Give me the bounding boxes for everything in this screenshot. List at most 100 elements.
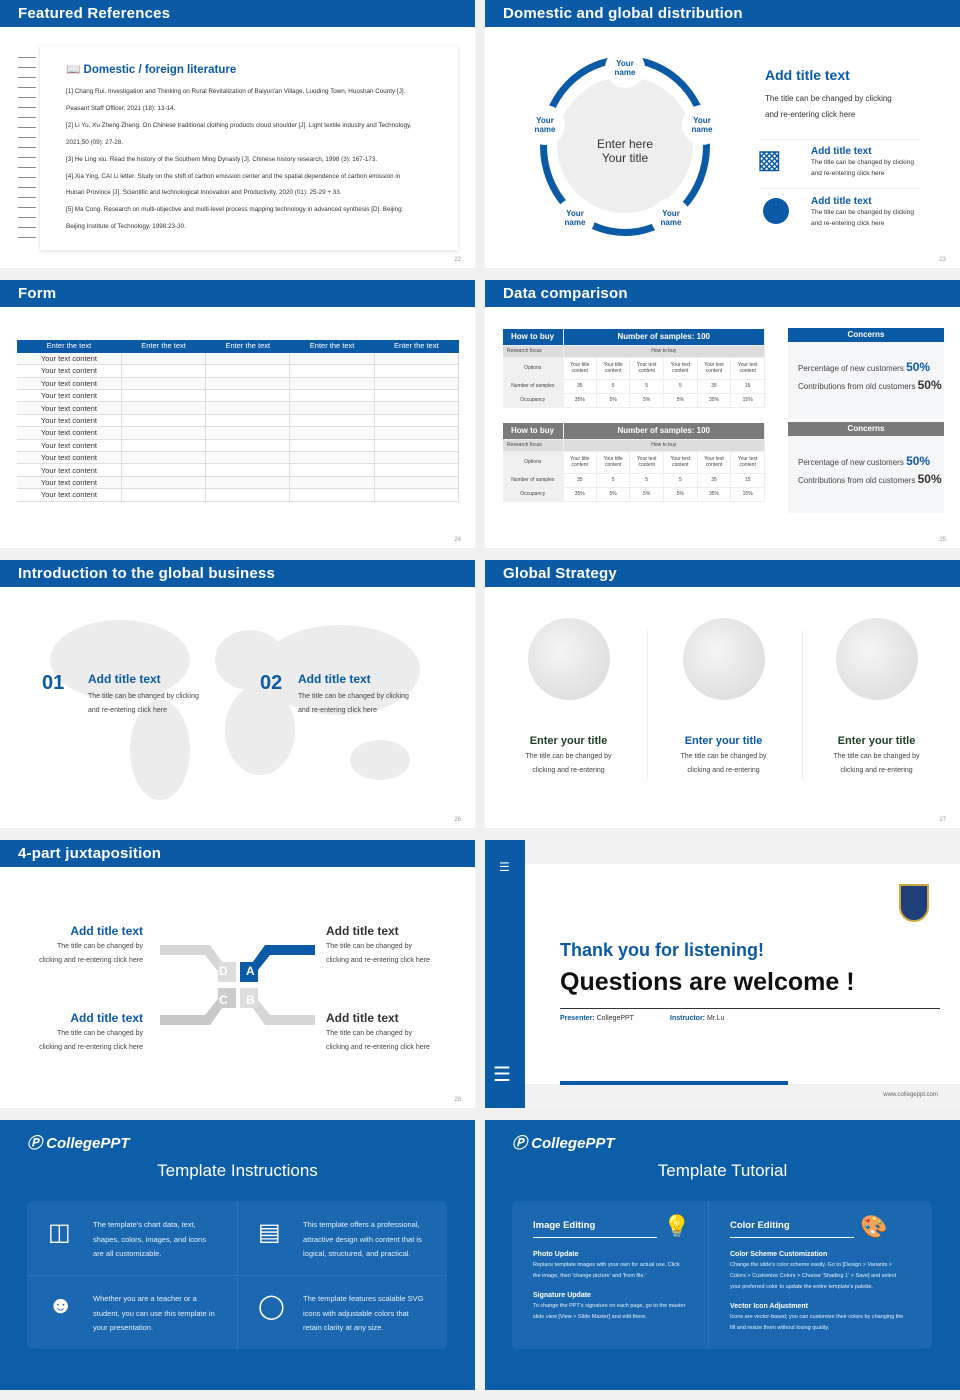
- table-cell[interactable]: [289, 439, 375, 453]
- table-cell[interactable]: [289, 389, 375, 403]
- table-cell[interactable]: [205, 439, 291, 453]
- table-cell: 15: [730, 473, 765, 488]
- table-cell[interactable]: [374, 463, 460, 477]
- table-cell[interactable]: Your text content: [17, 439, 122, 453]
- table-cell[interactable]: [374, 352, 460, 366]
- reference-line: [3] He Ling xiu. Read the history of the…: [66, 155, 378, 163]
- table-cell[interactable]: [121, 377, 207, 391]
- table-cell[interactable]: [374, 377, 460, 391]
- row-label: Options: [503, 451, 564, 474]
- letter-a: A: [246, 964, 255, 978]
- slide-template-tutorial[interactable]: Ⓟ CollegePPT Template Tutorial Image Edi…: [485, 1120, 960, 1390]
- table-cell[interactable]: [374, 364, 460, 378]
- table-cell[interactable]: [121, 364, 207, 378]
- table-cell: 5%: [663, 487, 698, 502]
- table-cell[interactable]: [374, 476, 460, 490]
- table-cell[interactable]: [374, 401, 460, 415]
- table-cell[interactable]: Your text content: [17, 463, 122, 477]
- table-cell[interactable]: [205, 414, 291, 428]
- table-cell[interactable]: [121, 352, 207, 366]
- menu-icon[interactable]: ☰: [499, 860, 510, 874]
- table-cell[interactable]: [205, 401, 291, 415]
- item-title: Add title text: [298, 672, 371, 686]
- slide-thank-you[interactable]: ☰ ☰ Thank you for listening! Questions a…: [485, 840, 960, 1108]
- table-cell[interactable]: [289, 488, 375, 502]
- concerns-panel: Concerns Percentage of new customers 50% C…: [788, 422, 944, 513]
- slide-global-strategy[interactable]: Global Strategy 27 Enter your title The t…: [485, 560, 960, 828]
- slide-data-comparison[interactable]: Data comparison How to buy Number of samp…: [485, 280, 960, 548]
- table-cell[interactable]: [205, 377, 291, 391]
- table-cell[interactable]: [374, 426, 460, 440]
- table-cell[interactable]: Your text content: [17, 451, 122, 465]
- concern-label: Contributions from old customers: [798, 476, 916, 485]
- website-url[interactable]: www.collegeppt.com: [883, 1092, 938, 1098]
- reference-heading: 📖 Domestic / foreign literature: [66, 62, 236, 76]
- concern-line: Percentage of new customers 50%: [788, 454, 944, 468]
- concern-value: 50%: [906, 454, 931, 468]
- table-cell[interactable]: Your text content: [17, 352, 122, 366]
- table-cell[interactable]: [289, 426, 375, 440]
- table-cell[interactable]: [121, 476, 207, 490]
- table-cell[interactable]: [205, 389, 291, 403]
- desc-line: The title can be changed by: [680, 753, 767, 760]
- table-cell[interactable]: [205, 488, 291, 502]
- table-cell[interactable]: [121, 414, 207, 428]
- table-cell[interactable]: [121, 463, 207, 477]
- table-cell[interactable]: Your text content: [17, 414, 122, 428]
- table-cell[interactable]: [289, 352, 375, 366]
- logo-text: CollegePPT: [531, 1135, 615, 1152]
- table-cell[interactable]: [121, 401, 207, 415]
- table-cell[interactable]: [374, 488, 460, 502]
- table-cell[interactable]: [205, 463, 291, 477]
- collegeppt-logo: Ⓟ CollegePPT: [27, 1135, 130, 1152]
- item: Add title text The title can be changed b…: [811, 146, 914, 179]
- desc-line: and re-entering click here: [811, 170, 885, 177]
- table-cell[interactable]: [374, 414, 460, 428]
- desc-line: and re-entering click here: [765, 110, 856, 119]
- table-cell[interactable]: Your text content: [17, 401, 122, 415]
- table-cell[interactable]: [121, 439, 207, 453]
- table-cell[interactable]: [205, 426, 291, 440]
- slide-distribution[interactable]: Domestic and global distribution Enter h…: [485, 0, 960, 268]
- slide-global-business[interactable]: Introduction to the global business 01 A…: [0, 560, 475, 828]
- table-cell[interactable]: Your text content: [17, 426, 122, 440]
- header-samples: Number of samples: 100: [563, 329, 765, 346]
- table-cell[interactable]: [374, 439, 460, 453]
- instructor-info: Instructor: Mr.Lu: [670, 1015, 724, 1022]
- slide-template-instructions[interactable]: Ⓟ CollegePPT Template Instructions ◫ The …: [0, 1120, 475, 1390]
- slide-references[interactable]: Featured References 📖 Domestic / foreign…: [0, 0, 475, 268]
- table-cell[interactable]: [205, 451, 291, 465]
- table-cell[interactable]: [289, 364, 375, 378]
- questions-heading: Questions are welcome !: [560, 968, 855, 996]
- text-line: are all customizable.: [93, 1249, 162, 1258]
- table-cell[interactable]: [205, 476, 291, 490]
- table-cell[interactable]: [205, 352, 291, 366]
- table-cell[interactable]: Your text content: [17, 488, 122, 502]
- table-cell[interactable]: [289, 377, 375, 391]
- table-cell[interactable]: [374, 451, 460, 465]
- table-cell[interactable]: [121, 488, 207, 502]
- concerns-title: Concerns: [788, 422, 944, 436]
- table-cell[interactable]: [289, 463, 375, 477]
- table-cell[interactable]: [121, 451, 207, 465]
- table-cell[interactable]: Your text content: [17, 389, 122, 403]
- tutorial-card: [512, 1201, 932, 1349]
- row-label: Occupancy: [503, 393, 564, 408]
- table-cell[interactable]: [374, 389, 460, 403]
- table-cell[interactable]: [289, 401, 375, 415]
- table-cell[interactable]: [289, 451, 375, 465]
- letter-c: C: [219, 993, 228, 1007]
- table-cell[interactable]: Your text content: [17, 476, 122, 490]
- content-card: [525, 864, 960, 1084]
- table-cell[interactable]: Your text content: [17, 364, 122, 378]
- table-cell[interactable]: [289, 476, 375, 490]
- table-cell[interactable]: [205, 364, 291, 378]
- layers-icon: ▤: [258, 1219, 281, 1246]
- table-cell[interactable]: Your text content: [17, 377, 122, 391]
- slide-juxtaposition[interactable]: 4-part juxtaposition D A C B Add title t…: [0, 840, 475, 1108]
- table-cell[interactable]: [121, 389, 207, 403]
- table-cell[interactable]: [121, 426, 207, 440]
- slide-form[interactable]: Form Enter the text Enter the text Enter t…: [0, 280, 475, 548]
- desc-line: clicking and re-entering click here: [39, 1044, 143, 1051]
- table-cell[interactable]: [289, 414, 375, 428]
